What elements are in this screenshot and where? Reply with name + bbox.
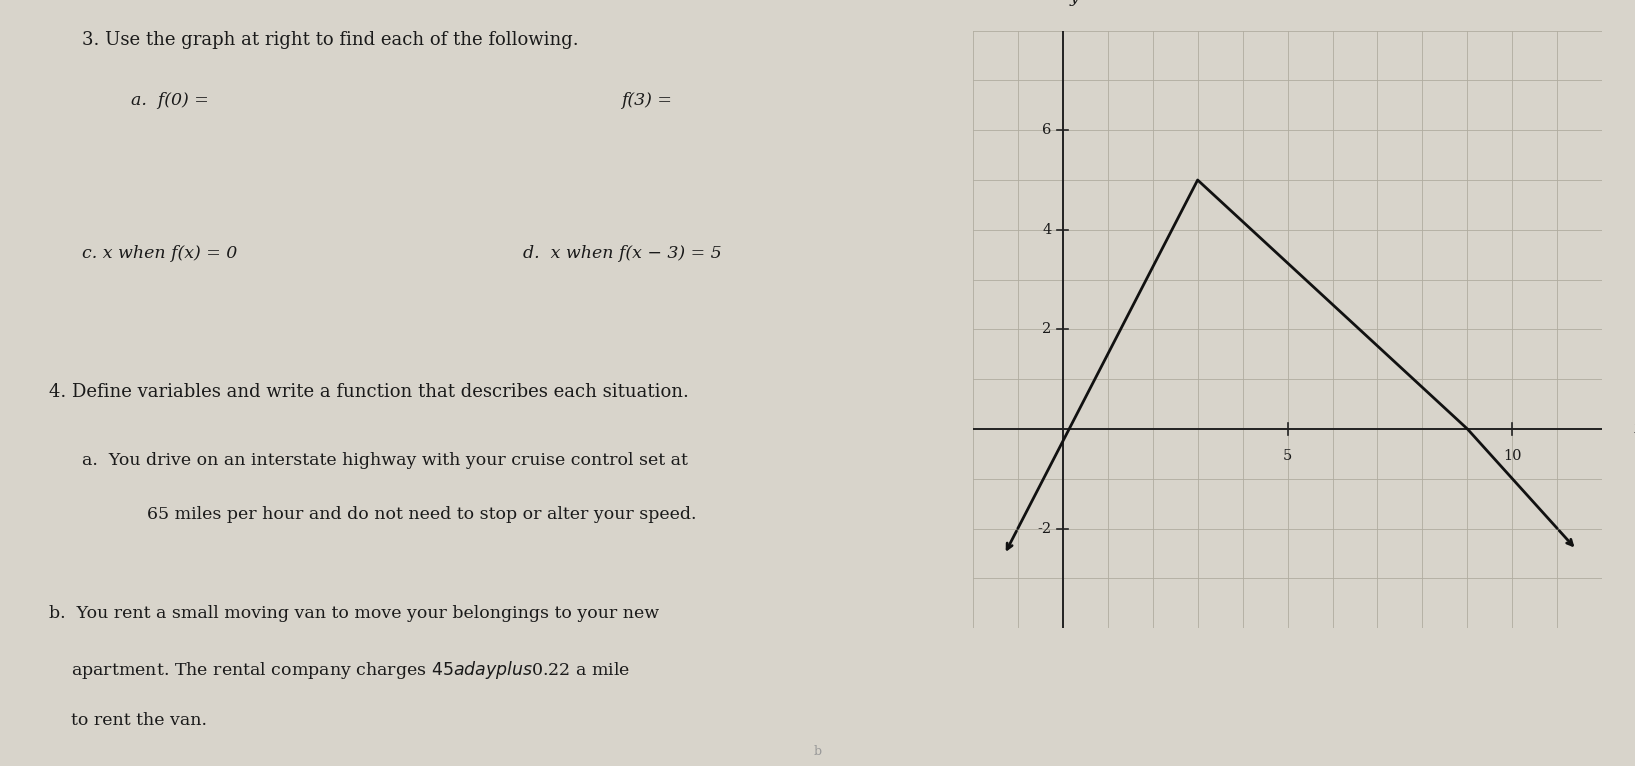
Text: to rent the van.: to rent the van. <box>49 712 208 729</box>
Text: 65 miles per hour and do not need to stop or alter your speed.: 65 miles per hour and do not need to sto… <box>147 506 697 522</box>
Text: 2: 2 <box>1041 322 1051 336</box>
Text: 5: 5 <box>1283 449 1292 463</box>
Text: 4: 4 <box>1041 223 1051 237</box>
Text: y: y <box>1069 0 1079 6</box>
Text: apartment. The rental company charges $45 a day plus $0.22 a mile: apartment. The rental company charges $4… <box>49 659 631 681</box>
Text: -2: -2 <box>1037 522 1051 535</box>
Text: a.  You drive on an interstate highway with your cruise control set at: a. You drive on an interstate highway wi… <box>82 452 688 469</box>
Text: a.  f(0) =: a. f(0) = <box>131 92 209 109</box>
Text: 3. Use the graph at right to find each of the following.: 3. Use the graph at right to find each o… <box>82 31 579 48</box>
Text: b: b <box>814 745 821 758</box>
Text: 10: 10 <box>1503 449 1522 463</box>
Text: f(3) =: f(3) = <box>621 92 672 109</box>
Text: b.  You rent a small moving van to move your belongings to your new: b. You rent a small moving van to move y… <box>49 605 659 622</box>
Text: 4. Define variables and write a function that describes each situation.: 4. Define variables and write a function… <box>49 383 688 401</box>
Text: c. x when f(x) = 0: c. x when f(x) = 0 <box>82 245 237 262</box>
Text: 6: 6 <box>1041 123 1051 137</box>
Text: d.  x when f(x − 3) = 5: d. x when f(x − 3) = 5 <box>523 245 721 262</box>
